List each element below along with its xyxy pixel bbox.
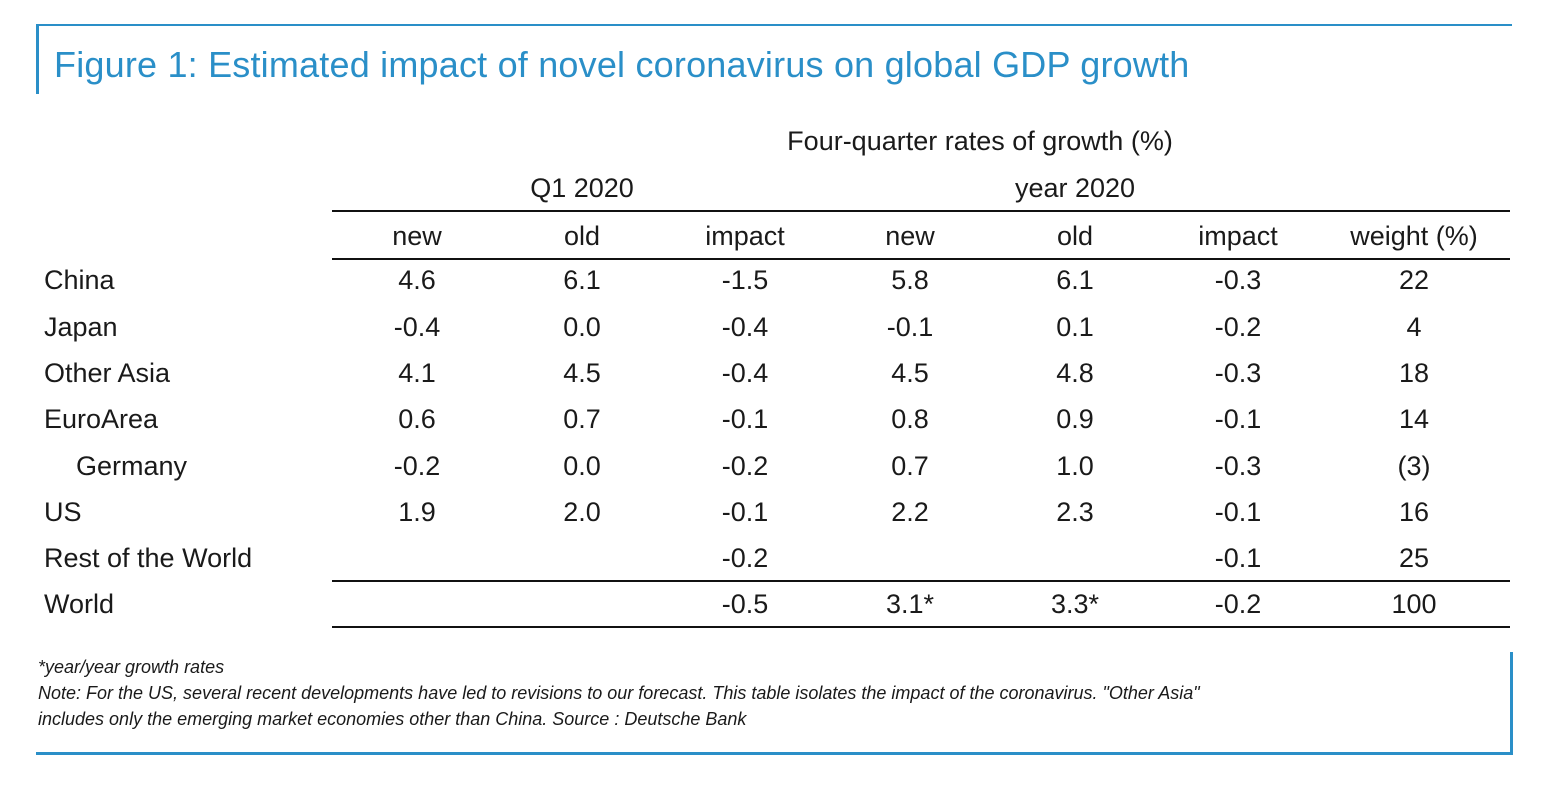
- table-cell: -0.2: [1214, 312, 1262, 342]
- table-cell: -0.1: [1214, 543, 1262, 573]
- table-cell: 1.9: [398, 497, 436, 527]
- column-header: impact: [1198, 221, 1278, 251]
- column-header: new: [392, 221, 442, 251]
- table-cell: -0.1: [1214, 404, 1262, 434]
- table-cell: 0.0: [563, 312, 601, 342]
- table-rule-total: [332, 580, 1510, 582]
- table-cell: 4: [1406, 312, 1422, 342]
- row-label: Other Asia: [44, 358, 171, 388]
- column-header: old: [563, 221, 601, 251]
- frame-top-border: [36, 24, 1512, 26]
- table-cell: 4.8: [1056, 358, 1094, 388]
- note-line-1: Note: For the US, several recent develop…: [38, 683, 1200, 703]
- footnote: *year/year growth rates: [38, 657, 225, 677]
- frame-left-border: [36, 24, 39, 94]
- table-cell: -0.3: [1214, 451, 1262, 481]
- table-cell: -0.4: [721, 358, 769, 388]
- notes-block: *year/year growth rates Note: For the US…: [38, 654, 1498, 732]
- table-cell: 0.6: [398, 404, 436, 434]
- row-label: Germany: [76, 451, 188, 481]
- table-cell: 0.8: [891, 404, 929, 434]
- table-cell: 2.2: [891, 497, 929, 527]
- table-cell: 0.1: [1056, 312, 1094, 342]
- table-cell: 16: [1398, 497, 1430, 527]
- table-cell: -0.1: [721, 497, 769, 527]
- group-header-q1: Q1 2020: [530, 173, 634, 203]
- group-header-year: year 2020: [1014, 173, 1136, 203]
- table-cell: -0.2: [721, 543, 769, 573]
- table-cell: 0.0: [563, 451, 601, 481]
- table-cell: -1.5: [721, 265, 769, 295]
- row-label: China: [44, 265, 115, 295]
- row-label: EuroArea: [44, 404, 159, 434]
- table-cell: 25: [1398, 543, 1430, 573]
- table-cell: 6.1: [563, 265, 601, 295]
- table-cell: 14: [1398, 404, 1430, 434]
- table-cell: 0.9: [1056, 404, 1094, 434]
- table-cell: 2.0: [563, 497, 601, 527]
- row-label: World: [44, 589, 115, 619]
- table-cell: -0.2: [1214, 589, 1262, 619]
- table-cell: 100: [1391, 589, 1437, 619]
- table-cell: (3): [1397, 451, 1431, 481]
- table-rule-header: [332, 258, 1510, 260]
- note-line-2: includes only the emerging market econom…: [38, 709, 747, 729]
- frame-bottom-border: [36, 752, 1513, 755]
- table-cell: 6.1: [1056, 265, 1094, 295]
- row-label: US: [44, 497, 82, 527]
- table-cell: -0.4: [393, 312, 441, 342]
- table-cell: 22: [1398, 265, 1430, 295]
- table-cell: 4.5: [891, 358, 929, 388]
- column-header: impact: [705, 221, 785, 251]
- table-caption: Four-quarter rates of growth (%): [787, 126, 1173, 156]
- table-cell: -0.2: [721, 451, 769, 481]
- table-cell: 0.7: [563, 404, 601, 434]
- table-cell: 2.3: [1056, 497, 1094, 527]
- table-cell: 4.6: [398, 265, 436, 295]
- table-cell: 3.3*: [1050, 589, 1100, 619]
- table-cell: 4.5: [563, 358, 601, 388]
- table-cell: 0.7: [891, 451, 929, 481]
- table-cell: 1.0: [1056, 451, 1094, 481]
- row-label: Rest of the World: [44, 543, 253, 573]
- table-cell: -0.4: [721, 312, 769, 342]
- table-cell: -0.1: [721, 404, 769, 434]
- table-cell: -0.3: [1214, 358, 1262, 388]
- table-cell: -0.1: [886, 312, 934, 342]
- table-rule-top: [332, 210, 1510, 212]
- frame-right-border: [1510, 652, 1513, 754]
- table-cell: -0.1: [1214, 497, 1262, 527]
- table-cell: -0.3: [1214, 265, 1262, 295]
- figure-title: Figure 1: Estimated impact of novel coro…: [54, 44, 1190, 85]
- table-cell: 18: [1398, 358, 1430, 388]
- column-header: new: [885, 221, 935, 251]
- table-cell: 3.1*: [885, 589, 935, 619]
- table-cell: 4.1: [398, 358, 436, 388]
- column-header: weight (%): [1350, 221, 1478, 251]
- table-rule-bottom: [332, 626, 1510, 628]
- table-cell: -0.5: [721, 589, 769, 619]
- row-label: Japan: [44, 312, 118, 342]
- table-cell: 5.8: [891, 265, 929, 295]
- table-cell: -0.2: [393, 451, 441, 481]
- column-header: old: [1056, 221, 1094, 251]
